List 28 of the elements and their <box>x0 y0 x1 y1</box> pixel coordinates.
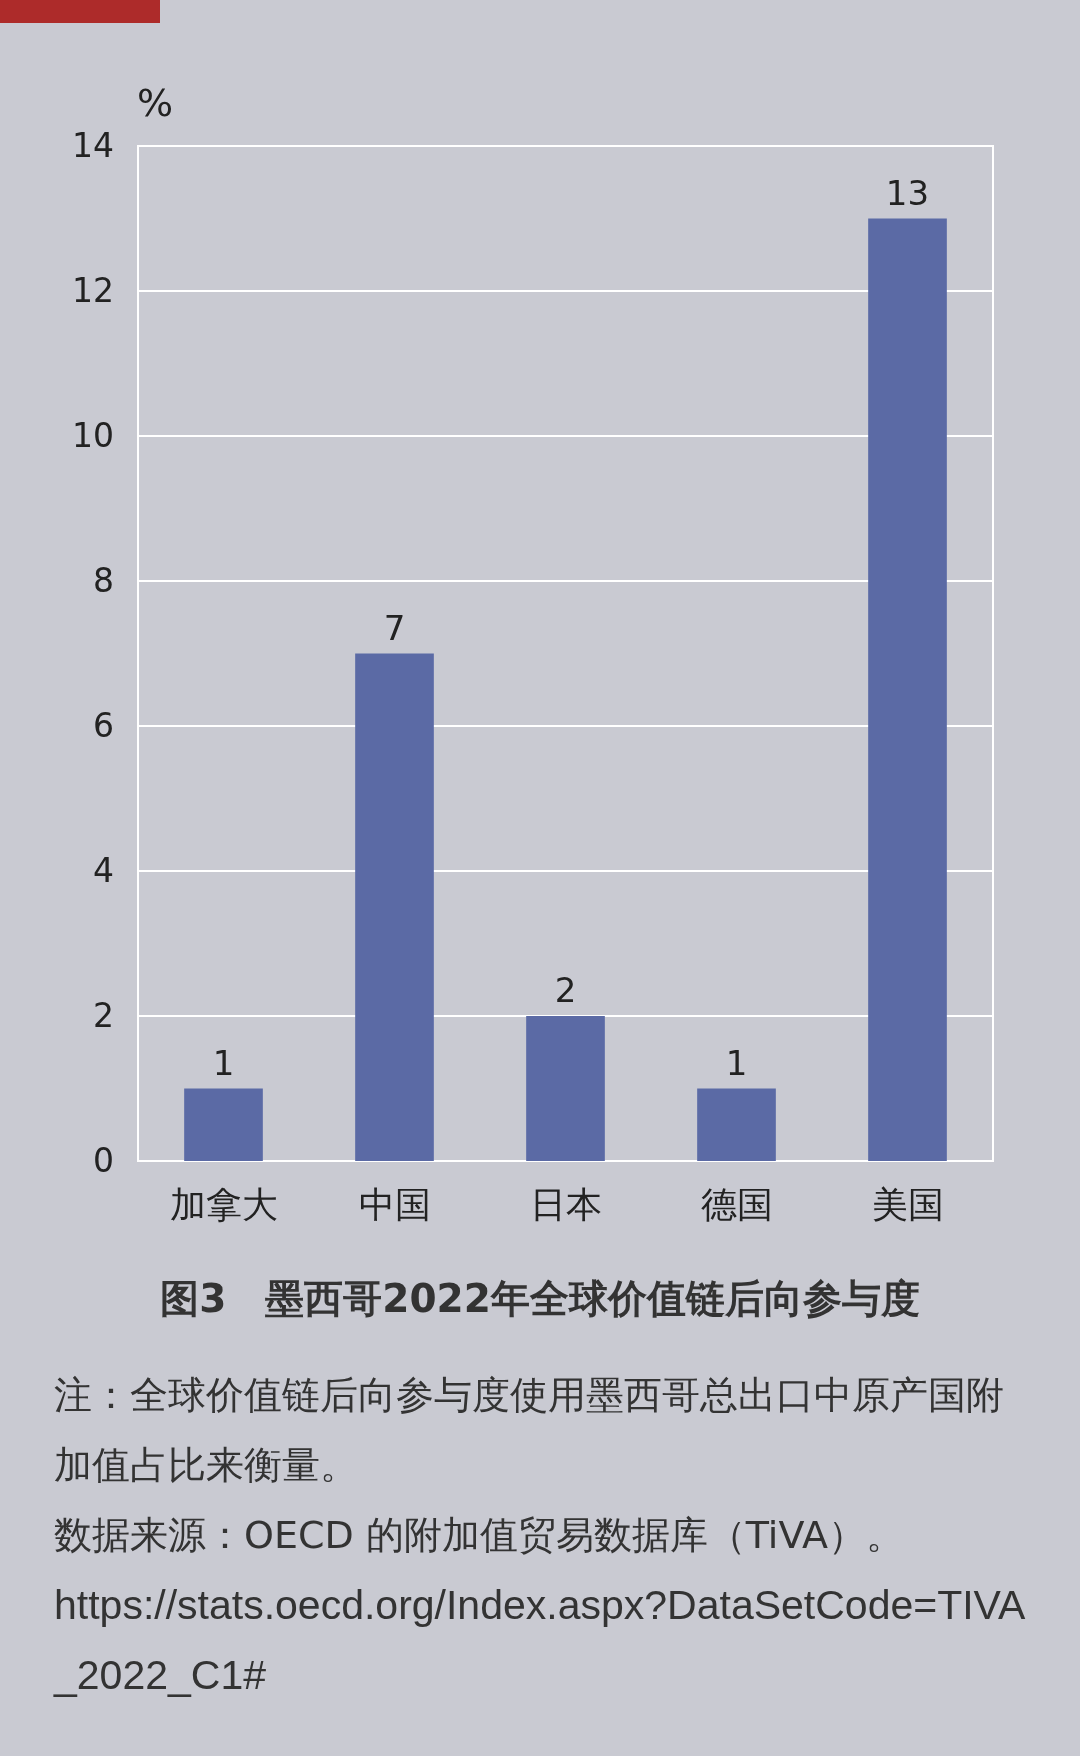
x-tick-label: 美国 <box>871 1183 944 1225</box>
text: https://stats.oecd.org/Index.aspx?DataSetCode=TIVA_2022_C1# <box>54 1581 1027 1700</box>
text: 图3 墨西哥2022年全球价值链后向参与度 <box>159 1275 921 1323</box>
x-tick-label: 中国 <box>358 1183 431 1225</box>
data-label: 1 <box>212 1042 235 1083</box>
data-label: 2 <box>554 970 577 1010</box>
y-tick-label: 6 <box>93 706 114 746</box>
bar <box>868 218 947 1161</box>
data-label: 7 <box>383 607 406 648</box>
data-label: 1 <box>725 1042 748 1083</box>
y-tick-label: 4 <box>93 851 114 891</box>
y-tick-label: 14 <box>72 126 114 166</box>
bar <box>526 1016 605 1161</box>
y-tick-label: 2 <box>93 996 114 1036</box>
bar <box>697 1088 776 1161</box>
bar <box>355 653 434 1161</box>
text: 注：全球价值链后向参与度使用墨西哥总出口中原产国附加值占比来衡量。 <box>54 1372 1005 1489</box>
bar <box>184 1088 263 1161</box>
y-tick-label: 12 <box>72 271 114 311</box>
source-note: 数据来源：OECD 的附加值贸易数据库（TiVA）。 <box>54 1512 905 1559</box>
x-tick-label: 德国 <box>700 1183 773 1225</box>
y-tick-label: 10 <box>72 416 114 456</box>
data-label: 13 <box>885 172 930 213</box>
x-tick-label: 加拿大 <box>169 1183 278 1225</box>
y-tick-label: 8 <box>93 561 114 601</box>
y-tick-label: 0 <box>93 1141 114 1181</box>
x-tick-label: 日本 <box>529 1183 602 1225</box>
y-axis-title: % <box>136 81 174 125</box>
